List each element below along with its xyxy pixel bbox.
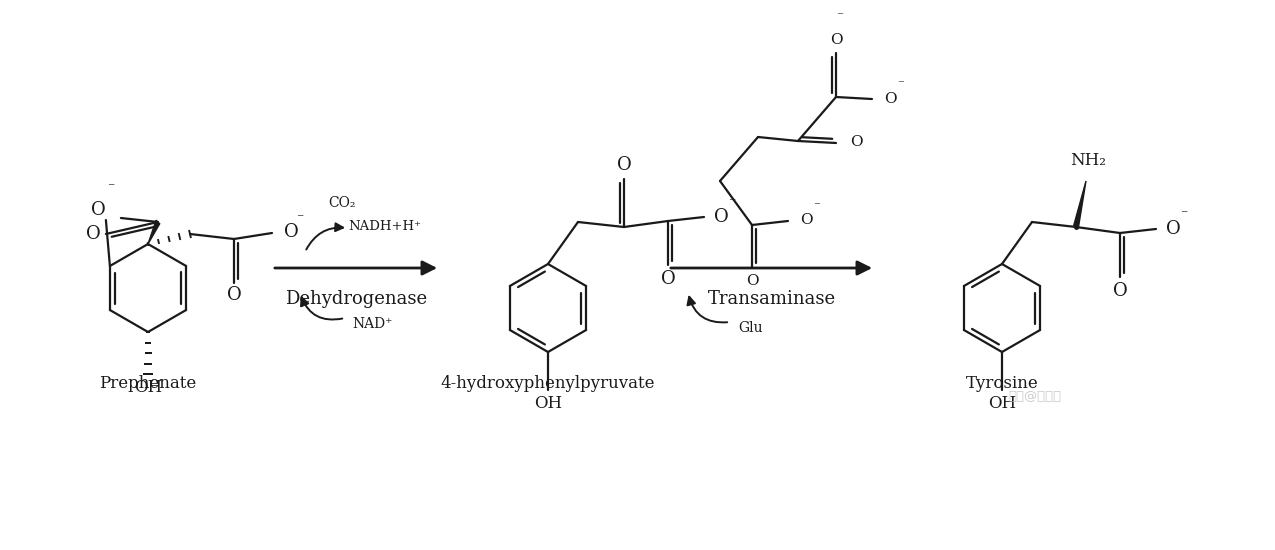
Text: O: O [284,223,298,241]
Text: ⁻: ⁻ [107,181,115,195]
Text: 知乎@柏书勋: 知乎@柏书勋 [1009,390,1062,403]
Text: Prephenate: Prephenate [99,375,196,392]
Text: NADH+H⁺: NADH+H⁺ [348,219,421,233]
Text: O: O [1113,282,1127,300]
Text: OH: OH [534,395,562,412]
Text: ⁻: ⁻ [898,79,904,91]
Text: O: O [884,92,896,106]
Text: ⁻: ⁻ [1181,208,1188,222]
Text: NH₂: NH₂ [1070,152,1105,169]
Text: O: O [799,213,812,227]
Text: CO₂: CO₂ [328,196,356,210]
Text: Tyrosine: Tyrosine [965,375,1038,392]
Text: 4-hydroxyphenylpyruvate: 4-hydroxyphenylpyruvate [441,375,655,392]
Text: O: O [660,270,676,288]
Text: O: O [617,156,631,174]
Text: O: O [850,135,863,149]
Text: NAD⁺: NAD⁺ [352,317,393,331]
Text: Glu: Glu [738,321,762,335]
Text: O: O [714,208,729,226]
Polygon shape [1074,181,1086,229]
Text: O: O [830,33,843,47]
Text: Transaminase: Transaminase [708,290,836,308]
Text: O: O [85,225,101,243]
Text: ⁻: ⁻ [728,196,736,210]
Text: ⁻: ⁻ [296,212,303,226]
Polygon shape [148,220,159,244]
Text: O: O [91,201,106,219]
Text: OH: OH [134,379,162,397]
Text: ⁻: ⁻ [836,10,844,24]
Text: OH: OH [988,395,1016,412]
Text: Dehydrogenase: Dehydrogenase [284,290,427,308]
Text: O: O [1167,220,1181,238]
Text: ⁻: ⁻ [813,201,821,213]
Text: O: O [227,286,241,304]
Text: O: O [746,274,759,288]
